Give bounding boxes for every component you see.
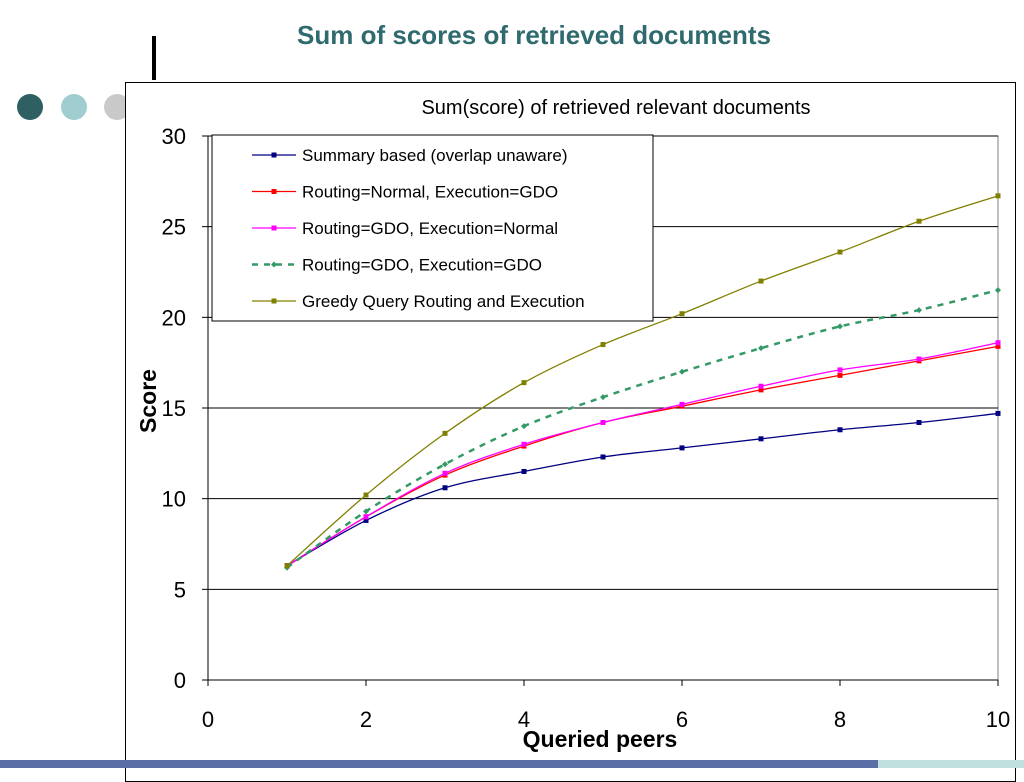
series-point-5 [284,563,290,569]
series-point-3 [758,383,764,389]
series-point-1 [363,517,369,523]
series-point-1 [916,420,922,426]
series-point-5 [600,342,606,348]
series-point-3 [916,356,922,362]
series-point-4 [442,461,448,468]
series-line-4 [286,288,999,569]
legend-swatch-marker [271,261,277,268]
y-tick-label: 20 [162,305,186,330]
y-tick-label: 25 [162,215,186,240]
series-line-1 [286,412,999,567]
series-point-1 [600,454,606,460]
legend-entry-label: Routing=Normal, Execution=GDO [302,183,558,202]
x-axis-label: Queried peers [523,726,678,752]
series-point-5 [995,193,1001,199]
x-tick-label: 8 [834,707,846,732]
y-tick-label: 0 [174,668,186,693]
chart-title: Sum(score) of retrieved relevant documen… [421,97,810,119]
series-line-3 [286,342,999,567]
series-point-2 [995,343,1001,349]
x-tick-label: 10 [986,707,1010,732]
series-point-1 [679,445,685,451]
series-point-4 [521,423,527,430]
legend-entry-label: Summary based (overlap unaware) [302,146,568,165]
series-point-5 [916,218,922,224]
decor-dot-dark [17,94,43,120]
series-point-2 [837,372,843,378]
series-point-5 [837,249,843,255]
legend-entry-label: Greedy Query Routing and Execution [302,292,585,311]
title-accent-bar [152,36,156,80]
series-point-1 [995,410,1001,416]
y-tick-label: 30 [162,124,186,149]
series-point-3 [995,340,1001,346]
series-point-2 [758,387,764,393]
series-point-4 [600,394,606,401]
y-tick-label: 10 [162,487,186,512]
series-point-3 [600,420,606,426]
series-point-4 [363,508,369,515]
series-line-5 [286,195,999,567]
series-point-5 [679,311,685,317]
legend-entry-label: Routing=GDO, Execution=GDO [302,256,542,275]
legend-swatch-marker [271,225,277,231]
x-tick-label: 0 [202,707,214,732]
footer-bar-accent [878,760,1024,768]
slide-title: Sum of scores of retrieved documents [297,20,771,50]
series-point-4 [837,323,843,330]
series-point-5 [363,492,369,498]
series-point-4 [916,307,922,314]
series-point-5 [758,278,764,284]
series-point-4 [679,368,685,375]
series-point-3 [442,470,448,476]
decor-dot-light [61,94,87,120]
series-point-3 [837,367,843,373]
footer-bar [0,760,878,768]
legend-swatch-marker [271,152,277,158]
x-tick-label: 2 [360,707,372,732]
series-point-4 [995,287,1001,294]
y-axis-label: Score [135,369,161,433]
y-tick-label: 5 [174,577,186,602]
series-point-3 [679,401,685,407]
series-point-5 [521,380,527,386]
legend-entry-label: Routing=GDO, Execution=Normal [302,219,558,238]
series-point-1 [442,485,448,491]
legend-swatch-marker [271,189,277,194]
series-point-1 [521,468,527,474]
series-point-1 [837,427,843,433]
series-point-1 [758,436,764,442]
series-point-4 [758,345,764,352]
series-point-3 [521,441,527,447]
legend-swatch-marker [271,298,277,304]
x-tick-label: 4 [518,707,530,732]
x-tick-label: 6 [676,707,688,732]
series-point-3 [363,514,369,520]
y-tick-label: 15 [162,396,186,421]
series-point-5 [442,430,448,436]
